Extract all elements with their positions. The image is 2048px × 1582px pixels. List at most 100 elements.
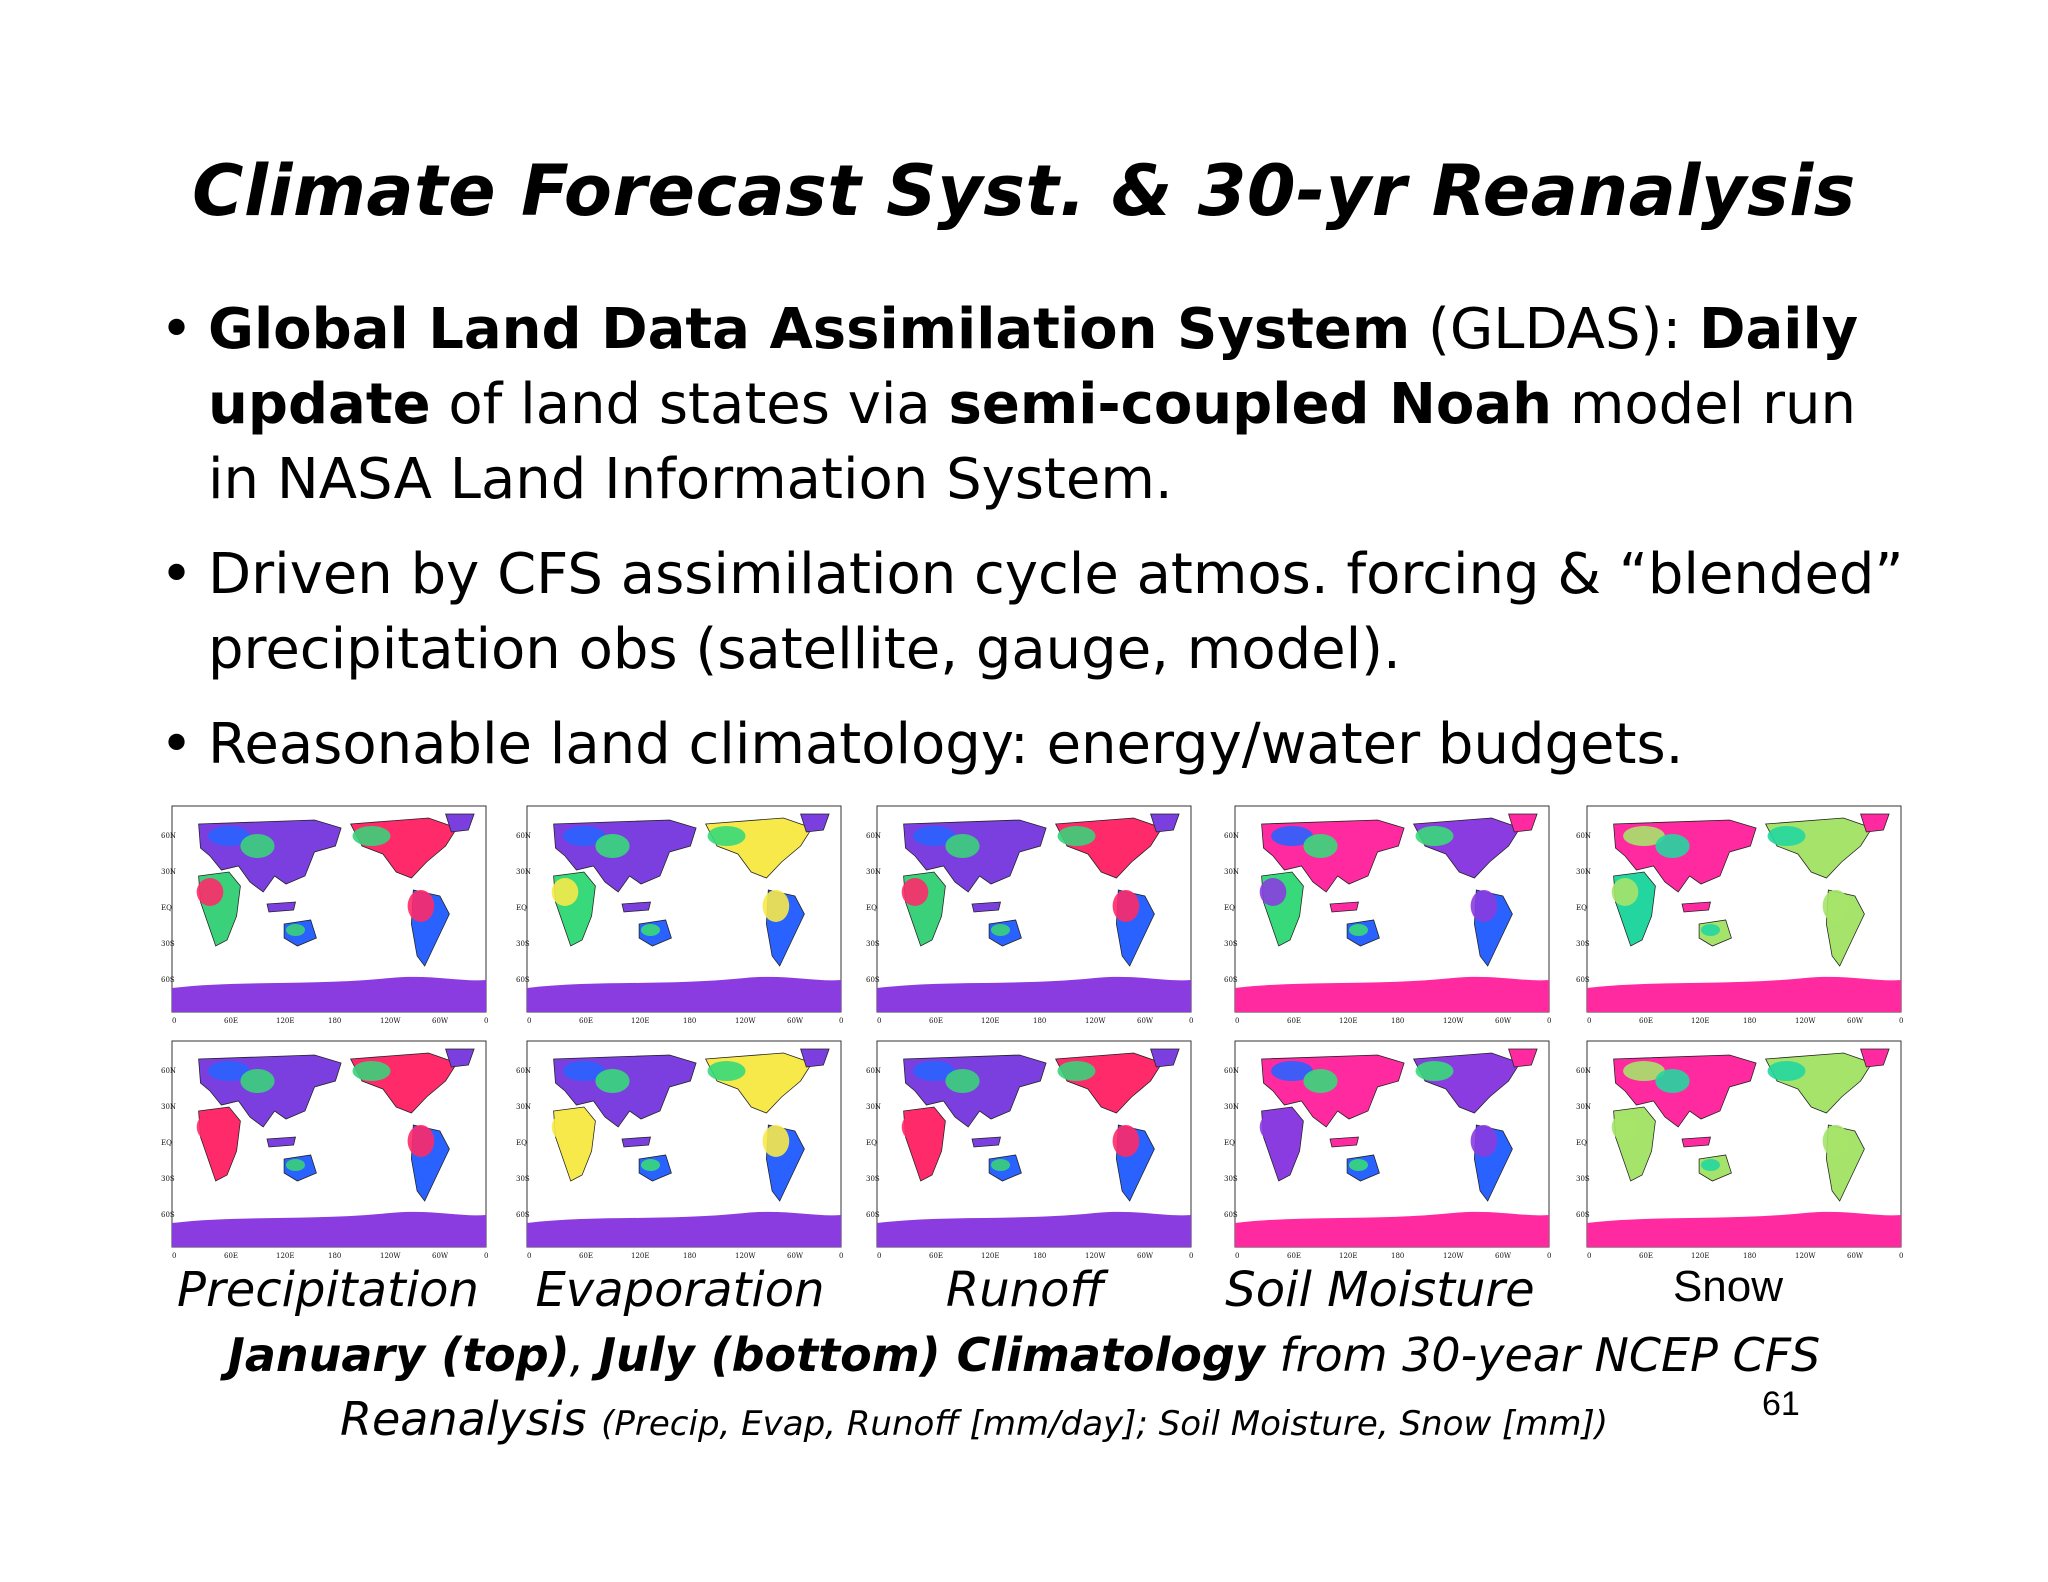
lon-tick-label: 0 bbox=[1587, 1252, 1591, 1260]
climatology-map: 60N 30N EQ 30S 60S 0 60E 120E 180 120W 60W 0 bbox=[1223, 1037, 1553, 1261]
footer-bold-january: January (top) bbox=[227, 1328, 570, 1382]
antarctica-band bbox=[172, 976, 486, 1012]
data-patch bbox=[1349, 1159, 1368, 1171]
data-patch bbox=[1303, 834, 1338, 858]
continent-shape bbox=[445, 813, 475, 833]
data-patch bbox=[1349, 924, 1368, 936]
lon-tick-label: 60E bbox=[579, 1252, 593, 1260]
lat-tick-label: 30S bbox=[1224, 1175, 1238, 1183]
continent-shape bbox=[1329, 1136, 1359, 1148]
lon-tick-label: 120E bbox=[631, 1017, 649, 1025]
continent-shape bbox=[1150, 1048, 1180, 1068]
lat-tick-label: 30N bbox=[516, 1103, 531, 1111]
continent-shape bbox=[266, 901, 296, 913]
data-patch bbox=[1470, 890, 1498, 922]
continent-shape bbox=[1860, 1048, 1890, 1068]
data-patch bbox=[286, 1159, 305, 1171]
data-patch bbox=[945, 1069, 980, 1093]
lat-tick-label: 60S bbox=[516, 1211, 530, 1219]
data-patch bbox=[1701, 924, 1720, 936]
data-patch bbox=[1271, 1061, 1313, 1081]
bullet-text: Reasonable land climatology: energy/wate… bbox=[208, 712, 1684, 777]
map-plot: 60N 30N EQ 30S 60S 0 60E 120E 180 120W 60W 0 bbox=[161, 1040, 488, 1260]
data-patch bbox=[1822, 1125, 1850, 1157]
lat-tick-label: 60S bbox=[1224, 1211, 1238, 1219]
continent-shape bbox=[1681, 1136, 1711, 1148]
data-patch bbox=[352, 1061, 391, 1081]
data-patch bbox=[1112, 890, 1140, 922]
lon-tick-label: 180 bbox=[328, 1252, 341, 1260]
continents bbox=[1611, 813, 1890, 967]
lon-tick-label: 0 bbox=[1547, 1252, 1551, 1260]
lat-tick-label: 30S bbox=[866, 1175, 880, 1183]
lon-tick-label: 120W bbox=[735, 1017, 756, 1025]
data-patch bbox=[913, 826, 955, 846]
lat-tick-label: 60N bbox=[1224, 1067, 1239, 1075]
lon-tick-label: 120W bbox=[1085, 1252, 1106, 1260]
continents bbox=[901, 813, 1180, 967]
lat-tick-label: 30S bbox=[1576, 940, 1590, 948]
data-patch bbox=[901, 878, 929, 906]
lon-tick-label: 0 bbox=[527, 1017, 531, 1025]
data-patch bbox=[1767, 1061, 1806, 1081]
data-patch bbox=[1611, 1113, 1639, 1141]
data-patch bbox=[1767, 826, 1806, 846]
lon-tick-label: 120W bbox=[735, 1252, 756, 1260]
lon-tick-label: 0 bbox=[877, 1017, 881, 1025]
data-patch bbox=[762, 890, 790, 922]
lat-tick-label: 60S bbox=[866, 976, 880, 984]
data-patch bbox=[1611, 878, 1639, 906]
antarctica-band bbox=[877, 976, 1191, 1012]
antarctica-band bbox=[527, 976, 841, 1012]
data-patch bbox=[208, 826, 250, 846]
bullet-text-bold: semi-coupled Noah bbox=[948, 372, 1553, 437]
lon-tick-label: 180 bbox=[1743, 1252, 1756, 1260]
lon-tick-label: 60W bbox=[1495, 1252, 1512, 1260]
bullet-text-bold: Global Land Data Assimilation System bbox=[208, 297, 1411, 362]
lon-tick-label: 180 bbox=[328, 1017, 341, 1025]
continent-shape bbox=[971, 1136, 1001, 1148]
lon-tick-label: 120W bbox=[380, 1017, 401, 1025]
continent-shape bbox=[1508, 1048, 1538, 1068]
continent-shape bbox=[266, 1136, 296, 1148]
lat-tick-label: 60N bbox=[516, 832, 531, 840]
data-patch bbox=[1057, 1061, 1096, 1081]
lat-tick-label: 30S bbox=[161, 940, 175, 948]
lat-tick-label: EQ bbox=[161, 904, 172, 912]
lon-tick-label: 180 bbox=[683, 1252, 696, 1260]
lat-tick-label: 30N bbox=[161, 1103, 176, 1111]
data-patch bbox=[945, 834, 980, 858]
panel-label-precipitation: Precipitation bbox=[177, 1262, 479, 1318]
continent-shape bbox=[800, 813, 830, 833]
antarctica-band bbox=[172, 1211, 486, 1247]
lat-tick-label: EQ bbox=[866, 904, 877, 912]
lon-tick-label: 0 bbox=[1587, 1017, 1591, 1025]
data-patch bbox=[1259, 878, 1287, 906]
lon-tick-label: 0 bbox=[839, 1252, 843, 1260]
lon-tick-label: 60E bbox=[224, 1252, 238, 1260]
climatology-map: 60N 30N EQ 30S 60S 0 60E 120E 180 120W 60W 0 bbox=[515, 802, 845, 1026]
data-patch bbox=[707, 1061, 746, 1081]
data-patch bbox=[1655, 834, 1690, 858]
data-patch bbox=[1271, 826, 1313, 846]
data-patch bbox=[641, 924, 660, 936]
lon-tick-label: 0 bbox=[1235, 1252, 1239, 1260]
lon-tick-label: 0 bbox=[1547, 1017, 1551, 1025]
bullet-dot: • bbox=[160, 542, 194, 607]
lon-tick-label: 60W bbox=[432, 1017, 449, 1025]
climatology-map: 60N 30N EQ 30S 60S 0 60E 120E 180 120W 60W 0 bbox=[865, 802, 1195, 1026]
lon-tick-label: 60E bbox=[1287, 1017, 1301, 1025]
continents bbox=[1259, 813, 1538, 967]
lat-tick-label: 30N bbox=[1576, 868, 1591, 876]
lon-tick-label: 0 bbox=[1189, 1252, 1193, 1260]
lon-tick-label: 120E bbox=[981, 1017, 999, 1025]
map-plot: 60N 30N EQ 30S 60S 0 60E 120E 180 120W 60W 0 bbox=[1576, 805, 1903, 1025]
data-patch bbox=[1057, 826, 1096, 846]
lat-tick-label: 60S bbox=[161, 976, 175, 984]
data-patch bbox=[641, 1159, 660, 1171]
map-plot: 60N 30N EQ 30S 60S 0 60E 120E 180 120W 60W 0 bbox=[1576, 1040, 1903, 1260]
lon-tick-label: 60W bbox=[1847, 1017, 1864, 1025]
data-patch bbox=[208, 1061, 250, 1081]
lat-tick-label: 30N bbox=[1224, 1103, 1239, 1111]
lat-tick-label: 60S bbox=[1576, 976, 1590, 984]
